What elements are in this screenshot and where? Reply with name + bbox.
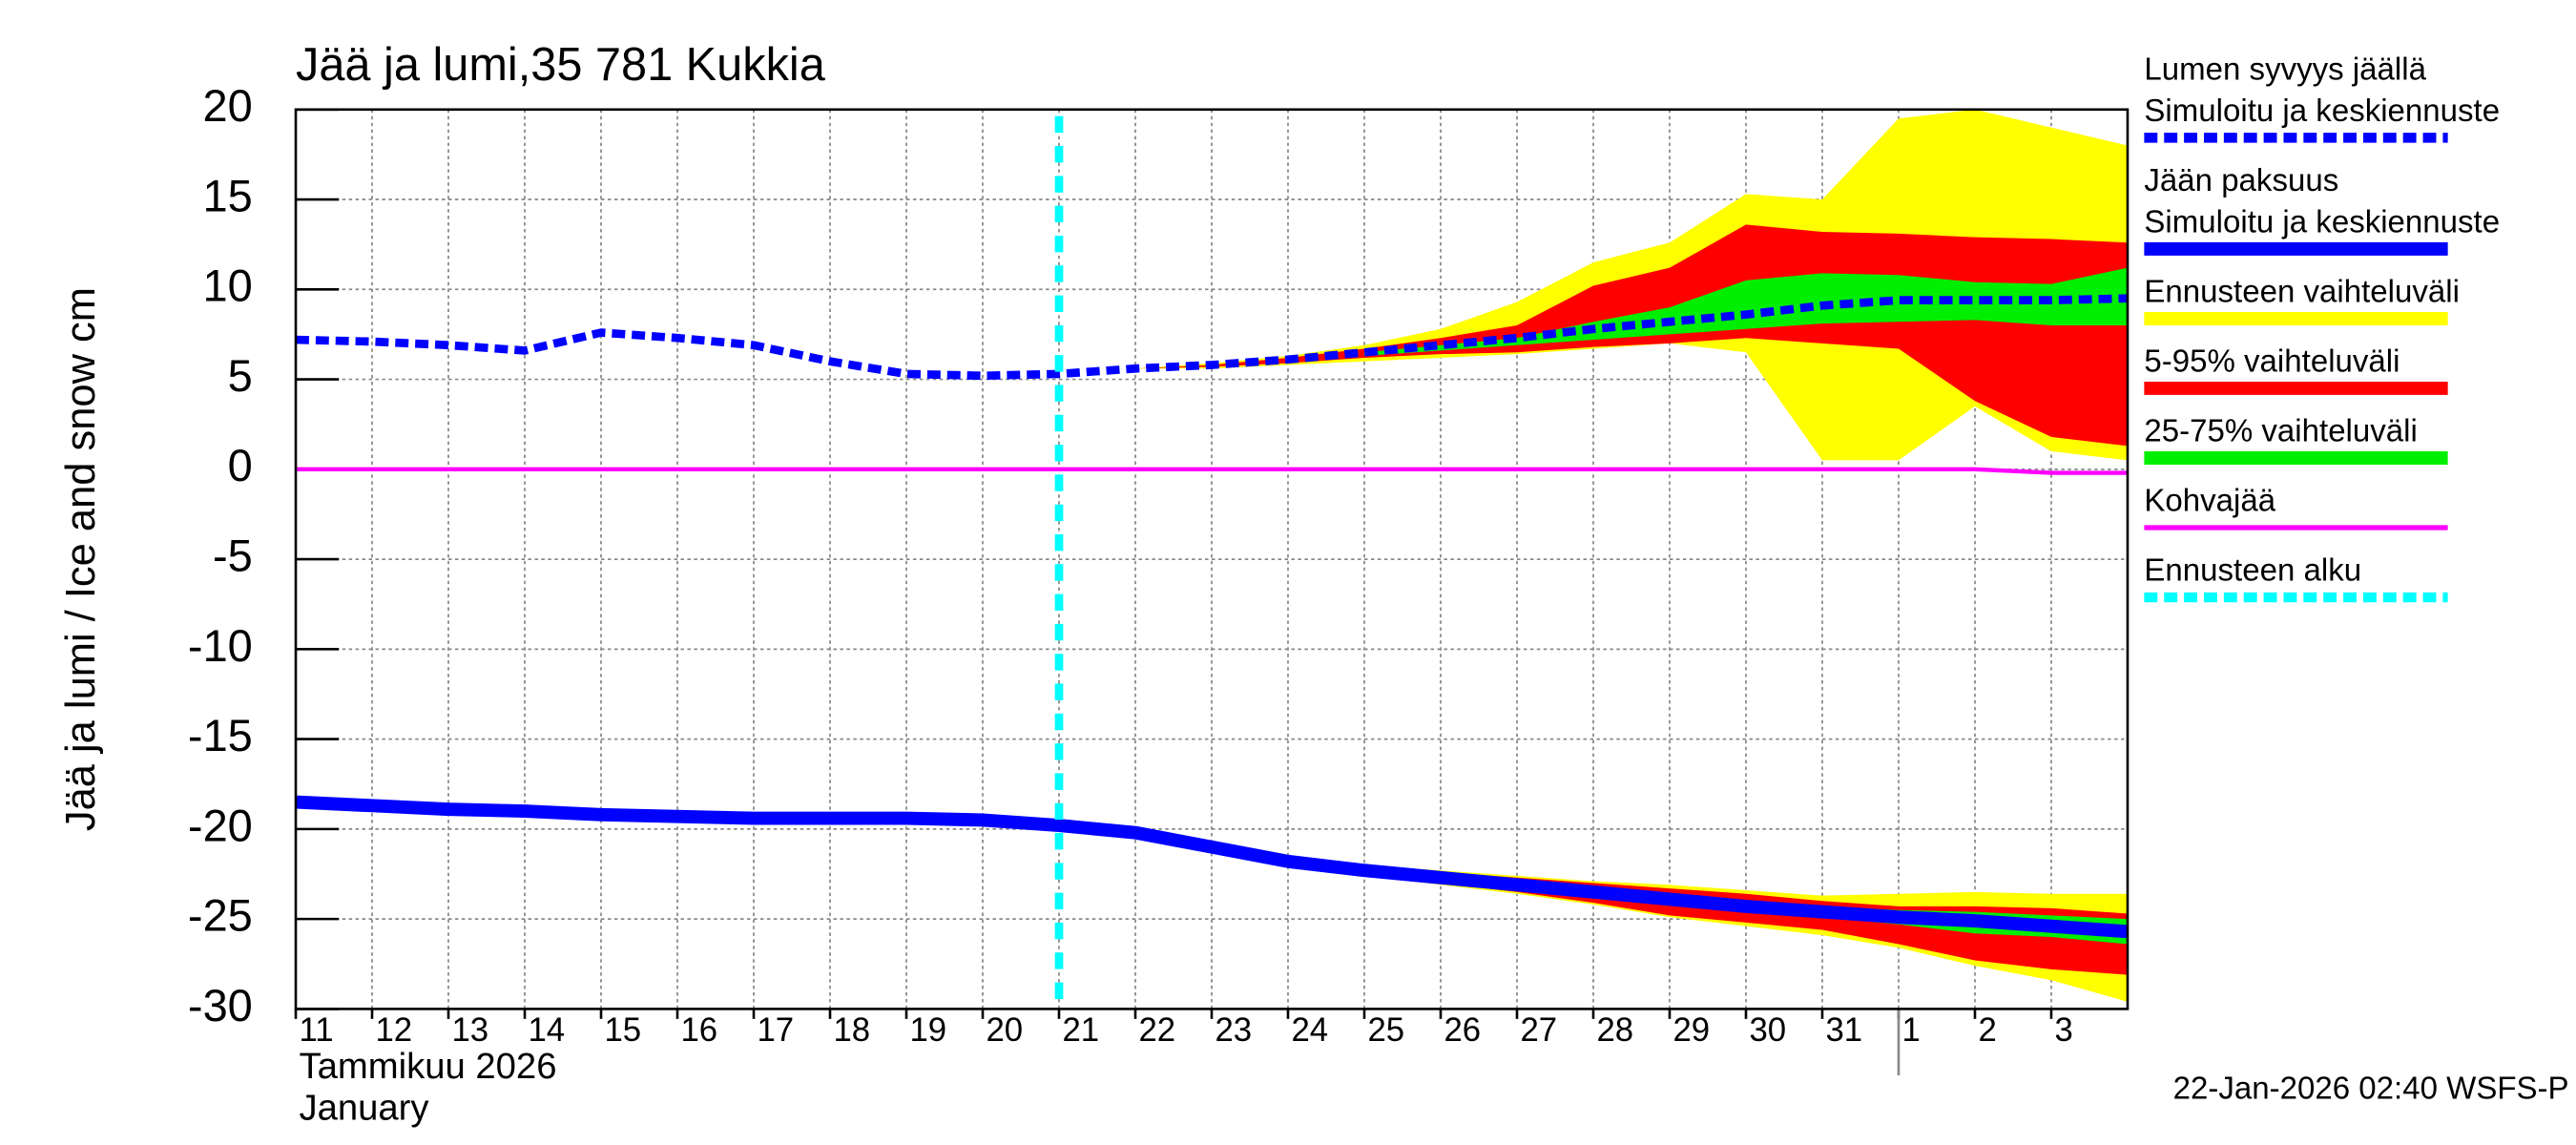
y-tick-label: -10 bbox=[188, 620, 253, 671]
legend-label: Ennusteen alku bbox=[2144, 553, 2361, 589]
x-tick-label: 26 bbox=[1444, 1012, 1481, 1049]
x-axis-label: January bbox=[299, 1088, 429, 1129]
x-tick-label: 2 bbox=[1978, 1012, 1996, 1049]
legend-label: Simuloitu ja keskiennuste bbox=[2144, 205, 2500, 240]
chart-title: Jää ja lumi,35 781 Kukkia bbox=[296, 39, 826, 91]
x-axis-label: Tammikuu 2026 bbox=[299, 1046, 556, 1087]
y-tick-label: 0 bbox=[228, 440, 253, 490]
x-tick-label: 27 bbox=[1520, 1012, 1557, 1049]
x-tick-label: 21 bbox=[1062, 1012, 1099, 1049]
x-tick-label: 14 bbox=[528, 1012, 565, 1049]
x-tick-label: 23 bbox=[1215, 1012, 1252, 1049]
y-axis-label: Jää ja lumi / Ice and snow cm bbox=[58, 287, 104, 831]
y-tick-label: -30 bbox=[188, 980, 253, 1030]
x-tick-label: 25 bbox=[1367, 1012, 1404, 1049]
x-tick-label: 18 bbox=[833, 1012, 870, 1049]
x-tick-label: 11 bbox=[299, 1012, 333, 1049]
x-tick-label: 12 bbox=[375, 1012, 412, 1049]
legend-label: Lumen syvyys jäällä bbox=[2144, 52, 2426, 88]
y-tick-label: -5 bbox=[213, 530, 253, 580]
legend-label: Jään paksuus bbox=[2144, 163, 2338, 198]
y-tick-label: 10 bbox=[203, 260, 253, 311]
x-tick-label: 13 bbox=[451, 1012, 488, 1049]
x-tick-label: 19 bbox=[909, 1012, 946, 1049]
plot-frame bbox=[294, 108, 2129, 1010]
data-line bbox=[295, 294, 2129, 381]
footer: 22-Jan-2026 02:40 WSFS-P bbox=[2173, 1071, 2569, 1106]
y-tick-label: 5 bbox=[228, 350, 253, 401]
x-tick-label: 30 bbox=[1749, 1012, 1786, 1049]
y-tick-label: 15 bbox=[203, 170, 253, 220]
x-tick-label: 15 bbox=[604, 1012, 641, 1049]
y-tick-label: -25 bbox=[188, 890, 253, 941]
data-line bbox=[295, 467, 2128, 475]
x-tick-label: 16 bbox=[680, 1012, 717, 1049]
y-tick-label: -15 bbox=[188, 710, 253, 760]
x-tick-label: 17 bbox=[757, 1012, 794, 1049]
legend-label: 25-75% vaihteluväli bbox=[2144, 414, 2417, 449]
legend-label: Simuloitu ja keskiennuste bbox=[2144, 94, 2500, 129]
x-tick-label: 28 bbox=[1596, 1012, 1633, 1049]
y-tick-label: -20 bbox=[188, 800, 253, 850]
x-tick-label: 31 bbox=[1825, 1012, 1862, 1049]
x-tick-label: 22 bbox=[1138, 1012, 1175, 1049]
x-tick-label: 3 bbox=[2054, 1012, 2072, 1049]
y-tick-label: 20 bbox=[203, 80, 253, 131]
range-band bbox=[1059, 109, 2128, 461]
legend-label: 5-95% vaihteluväli bbox=[2144, 344, 2399, 380]
legend-label: Kohvajää bbox=[2144, 484, 2275, 519]
x-tick-label: 24 bbox=[1291, 1012, 1328, 1049]
x-tick-label: 1 bbox=[1901, 1012, 1920, 1049]
range-band bbox=[1288, 859, 2128, 1002]
x-tick-label: 20 bbox=[986, 1012, 1023, 1049]
legend-label: Ennusteen vaihteluväli bbox=[2144, 275, 2460, 310]
x-tick-label: 29 bbox=[1672, 1012, 1710, 1049]
data-line bbox=[295, 795, 2129, 939]
